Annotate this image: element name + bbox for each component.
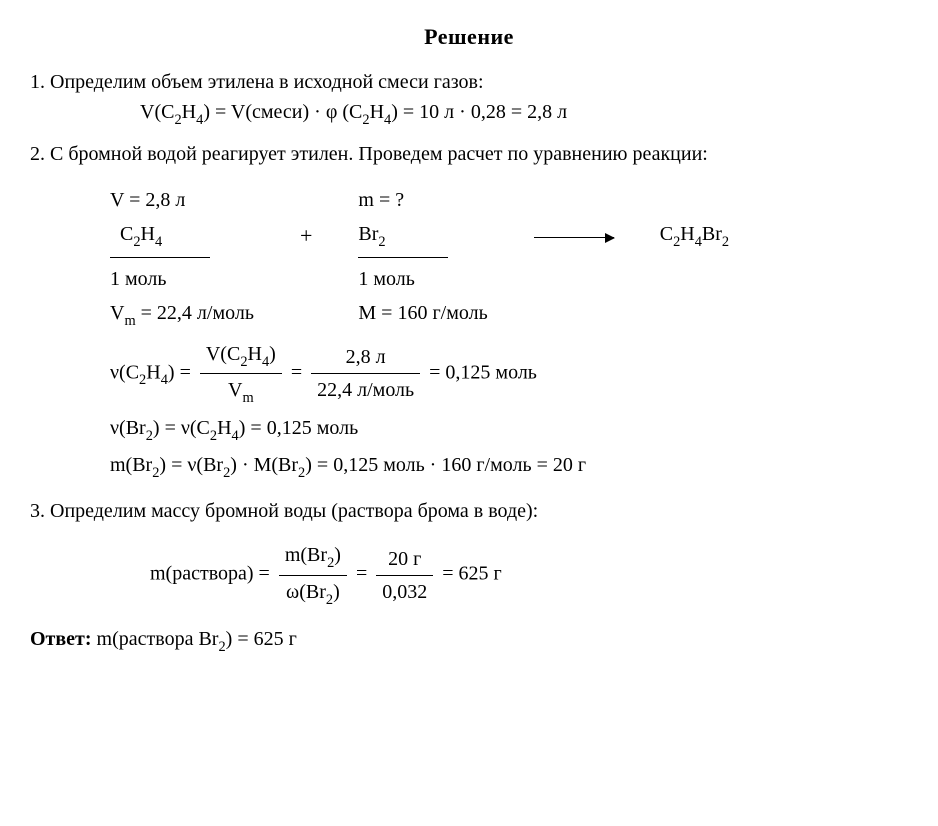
nu-c2h4-calc: ν(C2H4) = V(C2H4) Vm = 2,8 л 22,4 л/моль…: [30, 339, 908, 409]
br2-M: M = 160 г/моль: [358, 296, 487, 330]
step-2: 2. С бромной водой реагирует этилен. Про…: [30, 139, 908, 169]
frac-2p8-over-22p4: 2,8 л 22,4 л/моль: [311, 342, 420, 405]
reactant-br2: m = ? Br2 1 моль M = 160 г/моль: [358, 183, 487, 330]
answer-text: m(раствора Br2) = 625 г: [97, 628, 297, 650]
step2-label: 2. С бромной водой реагирует этилен. Про…: [30, 143, 708, 165]
step1-equation: V(C2H4) = V(смеси) · φ (C2H4) = 10 л · 0…: [30, 97, 908, 131]
br2-top: m = ?: [358, 183, 404, 217]
m-solution-right: = 625 г: [442, 563, 501, 585]
solution-title: Решение: [30, 20, 908, 53]
nu-c2h4-result: = 0,125 моль: [429, 361, 537, 383]
eq-sign-1: =: [291, 361, 307, 383]
plus-sign: +: [300, 219, 312, 252]
frac-20-over-0032: 20 г 0,032: [376, 544, 433, 607]
reactant-c2h4: V = 2,8 л C2H4 1 моль Vm = 22,4 л/моль: [110, 183, 254, 333]
product-formula: C2H4Br2: [660, 217, 729, 253]
step1-label: 1. Определим объем этилена в исходной см…: [30, 71, 484, 93]
eq-sign-3: =: [356, 563, 372, 585]
step-1: 1. Определим объем этилена в исходной см…: [30, 67, 908, 97]
reaction-equation: V = 2,8 л C2H4 1 моль Vm = 22,4 л/моль +…: [30, 183, 908, 333]
c2h4-top: V = 2,8 л: [110, 183, 185, 217]
br2-mol: 1 моль: [358, 262, 415, 296]
m-solution-left: m(раствора) =: [150, 563, 270, 585]
c2h4-vm: Vm = 22,4 л/моль: [110, 296, 254, 332]
answer-label: Ответ:: [30, 628, 92, 650]
m-solution-calc: m(раствора) = m(Br2) ω(Br2) = 20 г 0,032…: [30, 540, 908, 610]
nu-br2-calc: ν(Br2) = ν(C2H4) = 0,125 моль: [30, 413, 908, 447]
br2-formula: Br2: [358, 217, 448, 258]
c2h4-mol: 1 моль: [110, 262, 167, 296]
c2h4-formula: C2H4: [110, 217, 210, 258]
product-c2h4br2: C2H4Br2: [660, 183, 729, 253]
frac-mbr2-over-omega: m(Br2) ω(Br2): [279, 540, 347, 610]
m-br2-calc: m(Br2) = ν(Br2) · M(Br2) = 0,125 моль · …: [30, 450, 908, 484]
frac-v-over-vm: V(C2H4) Vm: [200, 339, 282, 409]
answer-line: Ответ: m(раствора Br2) = 625 г: [30, 624, 908, 658]
step-3: 3. Определим массу бромной воды (раствор…: [30, 496, 908, 526]
reaction-arrow: [534, 219, 614, 252]
step3-label: 3. Определим массу бромной воды (раствор…: [30, 500, 538, 522]
